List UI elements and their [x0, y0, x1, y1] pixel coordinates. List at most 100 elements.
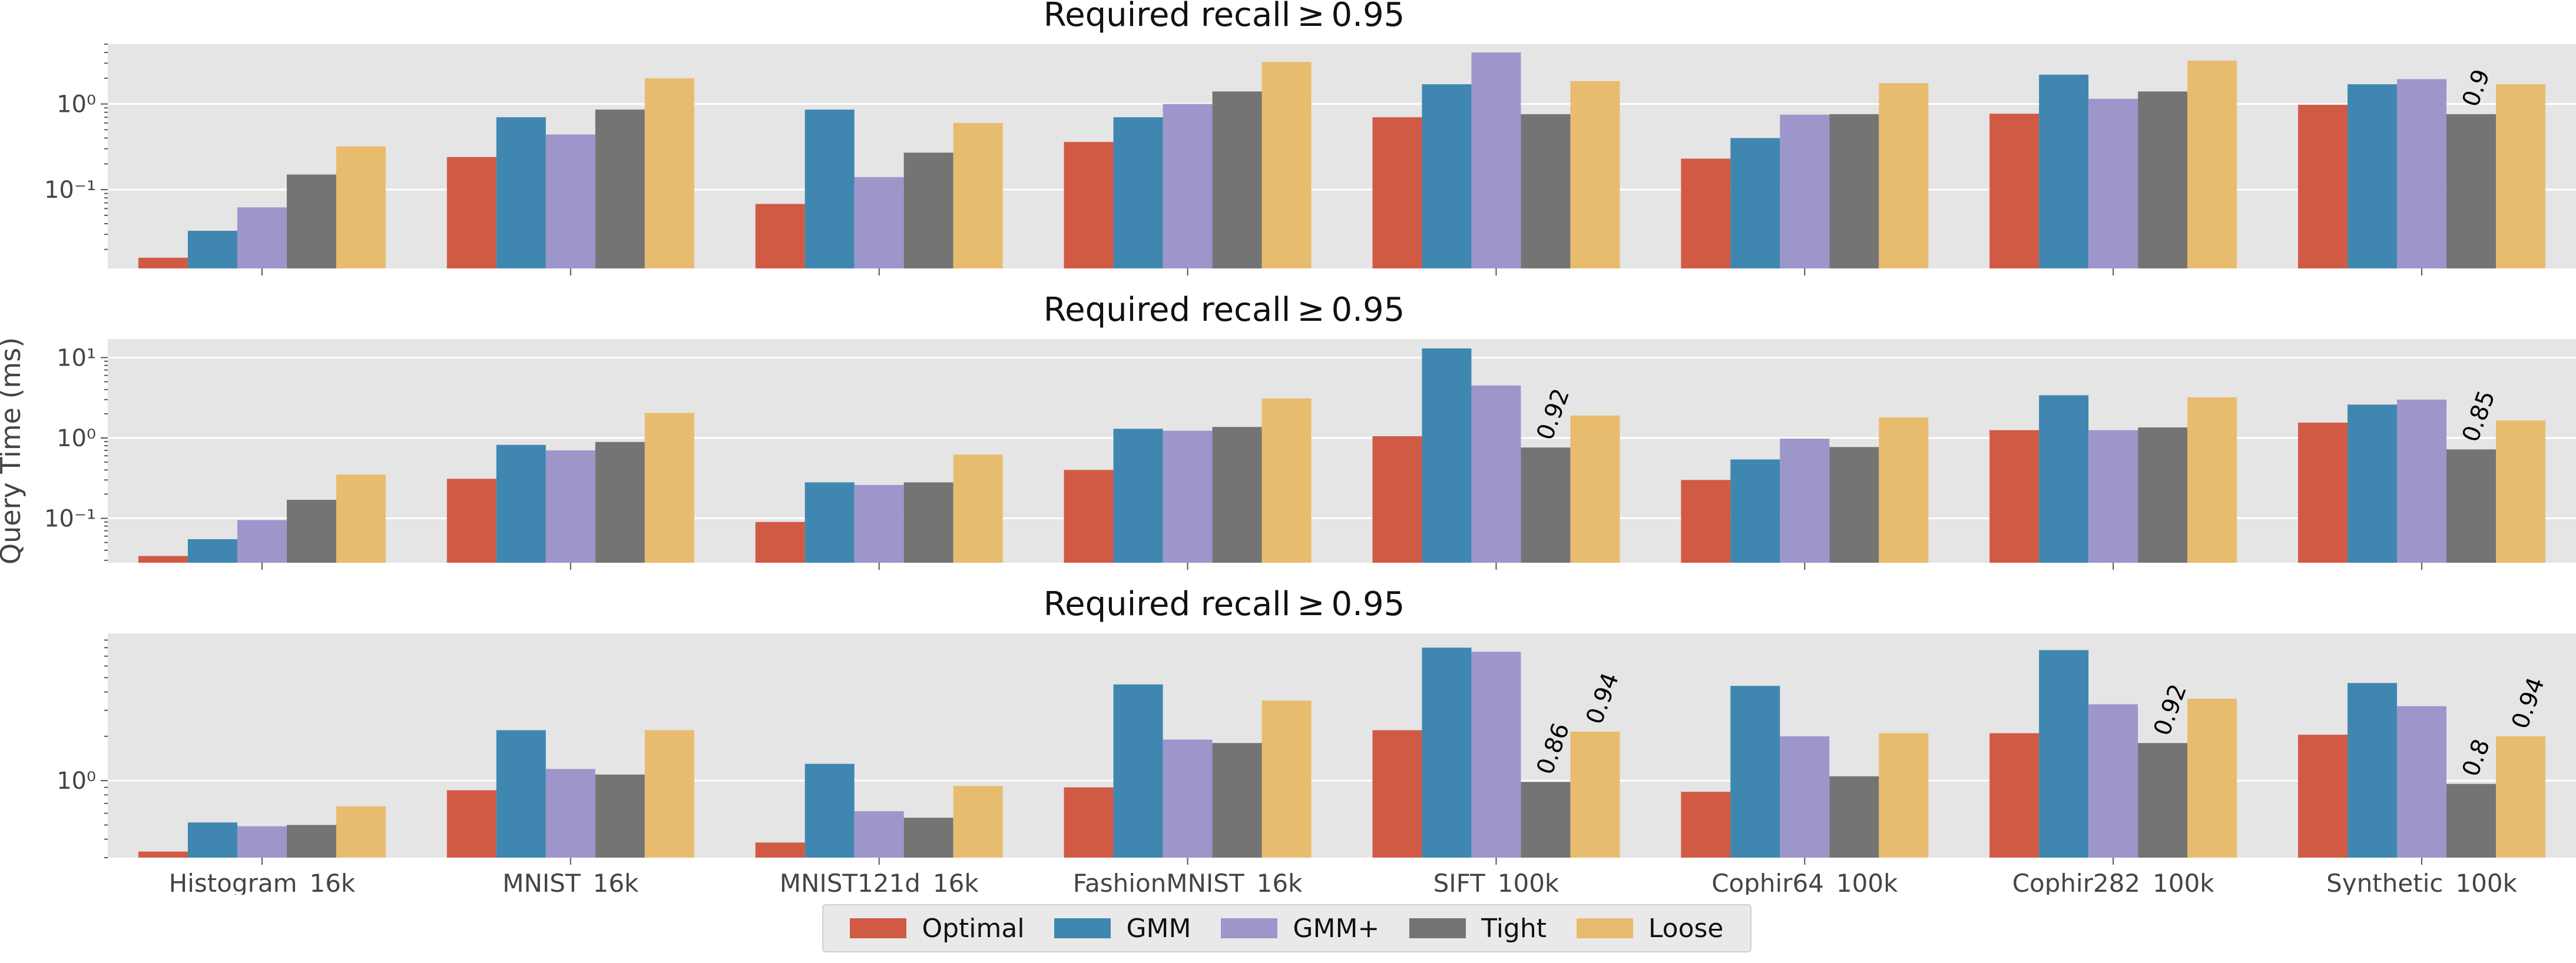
y-axis-label: Query Time (ms)	[0, 337, 27, 564]
bar-tight-histogram-16k	[286, 500, 336, 563]
bar-loose-histogram-16k	[336, 806, 386, 858]
bar-gmm-mnist121d-16k	[854, 811, 904, 858]
x-tick-label: Cophir64_100k	[1711, 869, 1898, 895]
bar-gmm-sift-100k	[1471, 385, 1521, 563]
x-tick-label: FashionMNIST_16k	[1073, 869, 1303, 895]
bar-gmm-mnist-16k	[496, 117, 546, 269]
x-tick-label: Histogram_16k	[169, 869, 356, 895]
bar-gmm-mnist-16k	[545, 769, 595, 858]
bar-gmm-histogram-16k	[237, 826, 287, 858]
bar-loose-fashionmnist-16k	[1261, 700, 1312, 858]
y-tick-label: 10⁰	[57, 91, 96, 118]
bar-gmm-cophir64-100k	[1730, 138, 1780, 268]
y-tick-label: 10⁰	[57, 768, 96, 795]
bar-loose-synthetic-100k	[2496, 84, 2546, 268]
bar-gmm-sift-100k	[1422, 647, 1472, 858]
bar-gmm-fashionmnist-16k	[1113, 684, 1163, 858]
bar-gmm-mnist-16k	[496, 730, 546, 858]
bar-optimal-sift-100k	[1372, 730, 1422, 858]
bar-loose-cophir282-100k	[2187, 61, 2237, 268]
bar-loose-histogram-16k	[336, 146, 386, 268]
legend-swatch-gmm-plus	[1221, 918, 1278, 938]
bar-gmm-cophir64-100k	[1780, 736, 1830, 858]
bar-loose-cophir282-100k	[2187, 699, 2237, 858]
bar-optimal-synthetic-100k	[2298, 104, 2348, 268]
bar-optimal-fashionmnist-16k	[1064, 142, 1114, 268]
bar-gmm-synthetic-100k	[2347, 84, 2398, 268]
bar-optimal-cophir282-100k	[1989, 114, 2039, 268]
bar-tight-sift-100k	[1521, 782, 1571, 858]
bar-optimal-cophir64-100k	[1681, 480, 1731, 563]
bar-optimal-mnist-16k	[446, 157, 496, 268]
bar-optimal-synthetic-100k	[2298, 423, 2348, 563]
bar-tight-synthetic-100k	[2446, 449, 2496, 563]
bar-gmm-mnist121d-16k	[804, 109, 855, 269]
bar-gmm-sift-100k	[1422, 348, 1472, 563]
bar-loose-mnist121d-16k	[953, 122, 1003, 268]
bar-gmm-cophir64-100k	[1780, 114, 1830, 269]
bar-optimal-histogram-16k	[138, 851, 188, 858]
bar-optimal-cophir282-100k	[1989, 733, 2039, 858]
bar-tight-synthetic-100k	[2446, 783, 2496, 858]
bar-gmm-cophir64-100k	[1730, 686, 1780, 858]
bar-optimal-mnist-16k	[446, 790, 496, 858]
bar-gmm-mnist121d-16k	[804, 763, 855, 858]
bar-gmm-mnist-16k	[545, 134, 595, 268]
bar-tight-fashionmnist-16k	[1212, 91, 1262, 268]
bar-optimal-cophir64-100k	[1681, 792, 1731, 858]
bar-loose-sift-100k	[1570, 732, 1620, 858]
bar-gmm-synthetic-100k	[2347, 683, 2398, 858]
bar-optimal-mnist121d-16k	[755, 522, 805, 563]
bar-tight-fashionmnist-16k	[1212, 427, 1262, 563]
bar-optimal-mnist-16k	[446, 479, 496, 563]
legend-swatch-gmm	[1054, 918, 1111, 938]
bar-tight-cophir282-100k	[2138, 743, 2188, 858]
panel-3-title: Required recall ≥ 0.95	[1044, 585, 1405, 623]
bar-gmm-sift-100k	[1471, 52, 1521, 268]
bar-tight-histogram-16k	[286, 174, 336, 268]
bar-gmm-fashionmnist-16k	[1163, 739, 1213, 858]
bar-tight-cophir64-100k	[1829, 447, 1879, 563]
bar-gmm-mnist121d-16k	[804, 482, 855, 563]
bar-loose-synthetic-100k	[2496, 420, 2546, 563]
bar-gmm-fashionmnist-16k	[1163, 104, 1213, 268]
legend-item-gmm-plus: GMM+	[1221, 914, 1379, 944]
legend-label-optimal: Optimal	[922, 913, 1025, 944]
bar-loose-histogram-16k	[336, 474, 386, 563]
bar-optimal-sift-100k	[1372, 117, 1422, 269]
bar-tight-histogram-16k	[286, 825, 336, 858]
bar-loose-cophir282-100k	[2187, 397, 2237, 563]
bar-tight-mnist-16k	[595, 109, 645, 269]
bar-loose-cophir64-100k	[1879, 417, 1929, 563]
bar-loose-fashionmnist-16k	[1261, 62, 1312, 268]
bar-tight-fashionmnist-16k	[1212, 743, 1262, 858]
bar-tight-cophir64-100k	[1829, 114, 1879, 268]
bar-gmm-cophir282-100k	[2039, 74, 2089, 268]
bar-loose-fashionmnist-16k	[1261, 398, 1312, 563]
bar-optimal-cophir282-100k	[1989, 430, 2039, 563]
bar-tight-mnist-16k	[595, 774, 645, 858]
bar-gmm-cophir282-100k	[2088, 98, 2138, 268]
bar-gmm-cophir64-100k	[1780, 439, 1830, 563]
bar-optimal-histogram-16k	[138, 556, 188, 563]
legend-label-loose: Loose	[1648, 913, 1724, 944]
bar-gmm-fashionmnist-16k	[1163, 430, 1213, 563]
legend-item-tight: Tight	[1409, 914, 1547, 944]
bar-optimal-mnist121d-16k	[755, 204, 805, 268]
bar-loose-cophir64-100k	[1879, 83, 1929, 269]
bar-tight-mnist121d-16k	[903, 818, 953, 858]
bar-gmm-histogram-16k	[187, 539, 237, 563]
bar-loose-sift-100k	[1570, 81, 1620, 268]
bar-tight-cophir64-100k	[1829, 776, 1879, 858]
legend-item-optimal: Optimal	[850, 913, 1025, 944]
bar-optimal-fashionmnist-16k	[1064, 787, 1114, 858]
bar-gmm-histogram-16k	[187, 822, 237, 858]
bar-gmm-cophir282-100k	[2039, 650, 2089, 858]
y-tick-label: 10⁰	[57, 425, 96, 452]
legend-item-gmm: GMM	[1054, 914, 1191, 944]
y-tick-label: 10⁻¹	[44, 506, 96, 533]
bar-loose-mnist121d-16k	[953, 786, 1003, 858]
bar-gmm-cophir282-100k	[2088, 704, 2138, 858]
bar-gmm-cophir64-100k	[1730, 459, 1780, 563]
